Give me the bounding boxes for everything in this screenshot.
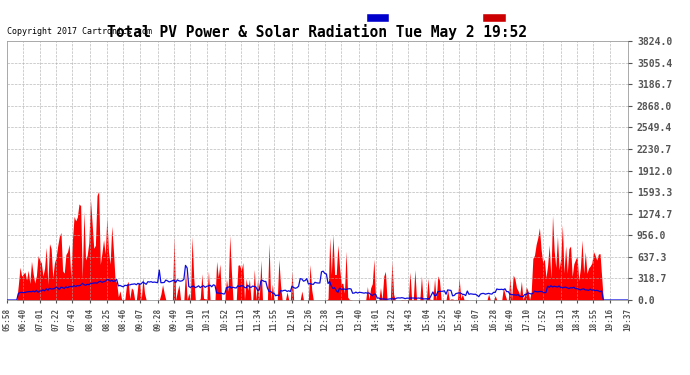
Legend: Radiation  (w/m2), PV Panels  (DC Watts): Radiation (w/m2), PV Panels (DC Watts) — [365, 12, 623, 25]
Title: Total PV Power & Solar Radiation Tue May 2 19:52: Total PV Power & Solar Radiation Tue May… — [108, 24, 527, 40]
Text: Copyright 2017 Cartronics.com: Copyright 2017 Cartronics.com — [7, 27, 152, 36]
